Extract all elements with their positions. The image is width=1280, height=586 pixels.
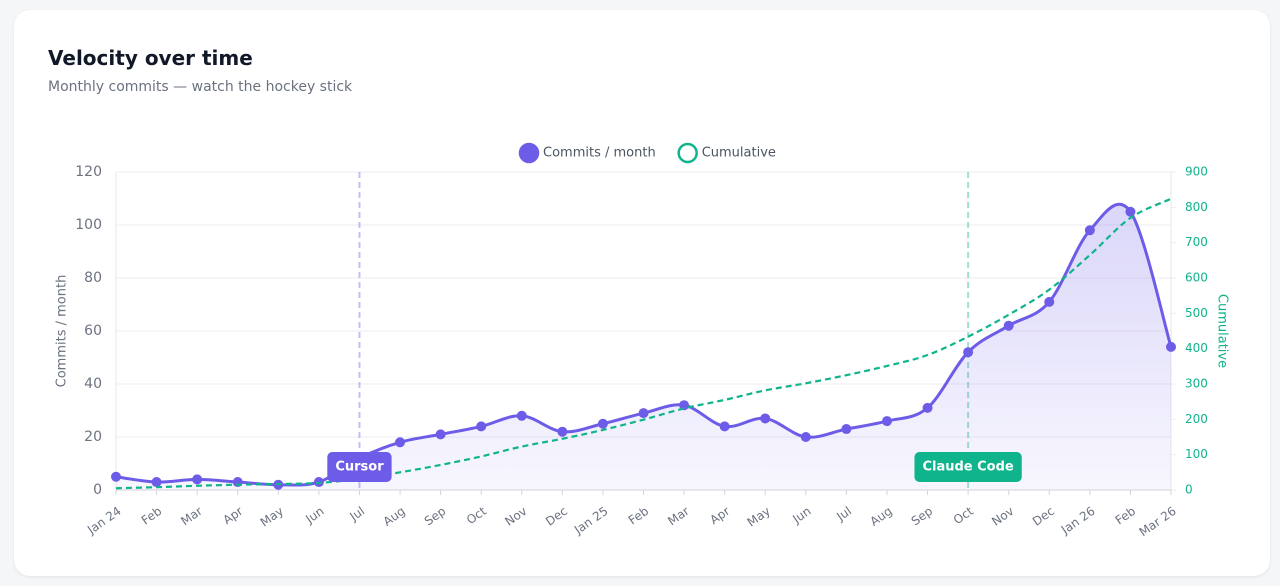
point xyxy=(597,418,608,429)
x-tick-label: Jul xyxy=(346,504,367,524)
point xyxy=(1003,320,1014,331)
legend-marker xyxy=(677,142,698,164)
x-tick-label: Apr xyxy=(220,504,245,527)
x-tick-label: Sep xyxy=(909,504,936,528)
annotation-label: Cursor xyxy=(335,460,384,475)
point xyxy=(516,410,527,421)
x-tick-label: Oct xyxy=(951,504,976,528)
x-tick-label: Oct xyxy=(464,504,489,528)
point xyxy=(1084,225,1095,236)
x-tick-label: Nov xyxy=(989,504,1016,529)
x-tick-label: Jan 25 xyxy=(571,504,611,538)
y-tick-label: 120 xyxy=(75,164,102,180)
point xyxy=(151,477,162,488)
x-tick-label: Sep xyxy=(422,504,449,528)
x-tick-label: Jul xyxy=(833,504,854,524)
y-tick-label: 40 xyxy=(84,376,102,392)
y2-tick-label: 200 xyxy=(1185,412,1208,426)
x-tick-label: Jun xyxy=(302,504,326,527)
cumulative-line xyxy=(115,197,1172,490)
y2-tick-label: 600 xyxy=(1185,271,1208,285)
y-tick-label: 20 xyxy=(84,429,102,445)
point xyxy=(638,408,649,419)
y2-tick-label: 100 xyxy=(1185,447,1208,461)
y-tick-label: 80 xyxy=(84,270,102,286)
y2-tick-label: 700 xyxy=(1185,235,1208,249)
area xyxy=(116,204,1171,490)
point xyxy=(395,437,406,448)
y2-axis-title: Cumulative xyxy=(1215,294,1230,368)
annotation-box xyxy=(914,452,1022,482)
x-tick-label: May xyxy=(258,504,286,530)
y2-tick-label: 300 xyxy=(1185,377,1208,391)
point xyxy=(800,432,811,442)
y-tick-label: 60 xyxy=(84,323,102,339)
point xyxy=(679,400,690,411)
x-tick-label: Mar xyxy=(178,504,205,528)
point xyxy=(557,426,568,437)
y2-tick-label: 800 xyxy=(1185,200,1208,214)
line xyxy=(115,203,1173,487)
x-tick-label: Jan 26 xyxy=(1058,504,1098,538)
y2-tick-label: 400 xyxy=(1185,341,1208,355)
annotation-label: Claude Code xyxy=(922,460,1013,475)
x-tick-label: Jun xyxy=(789,504,813,527)
x-tick-label: Aug xyxy=(381,504,408,529)
x-tick-label: Feb xyxy=(1113,504,1138,528)
point xyxy=(476,421,487,432)
annotation: Cursor xyxy=(327,452,392,482)
title: Velocity over time xyxy=(48,46,253,70)
annotation-box xyxy=(327,452,392,482)
x-tick-label: Dec xyxy=(1030,504,1057,529)
point xyxy=(922,402,933,413)
point xyxy=(963,347,974,358)
point xyxy=(435,429,446,440)
x-tick-label: Feb xyxy=(626,504,651,528)
x-tick-label: Jan 24 xyxy=(84,504,124,538)
legend-marker xyxy=(518,142,540,164)
x-tick-label: Nov xyxy=(502,504,529,529)
point xyxy=(1044,296,1055,307)
legend-label: Commits / month xyxy=(543,146,656,161)
subtitle: Monthly commits — watch the hockey stick xyxy=(48,79,353,95)
y2-tick-label: 0 xyxy=(1185,483,1193,497)
point xyxy=(760,413,771,424)
point xyxy=(719,421,730,432)
point xyxy=(1125,206,1136,217)
x-tick-label: Mar xyxy=(665,504,692,528)
y-tick-label: 0 xyxy=(93,482,102,498)
legend-label: Cumulative xyxy=(702,146,776,161)
x-tick-label: Dec xyxy=(543,504,570,529)
x-tick-label: Aug xyxy=(867,504,894,529)
x-tick-label: Mar 26 xyxy=(1137,504,1179,539)
point xyxy=(841,424,852,435)
point xyxy=(881,416,892,427)
y2-tick-label: 500 xyxy=(1185,306,1208,320)
x-tick-label: Feb xyxy=(139,504,164,528)
x-tick-label: May xyxy=(745,504,773,530)
point xyxy=(111,471,121,482)
y-axis-title: Commits / month xyxy=(55,275,70,388)
point xyxy=(192,474,203,485)
annotation: Claude Code xyxy=(914,452,1022,482)
point xyxy=(1166,341,1176,352)
y-tick-label: 100 xyxy=(75,217,102,233)
x-tick-label: Apr xyxy=(707,504,732,527)
y2-tick-label: 900 xyxy=(1185,165,1208,179)
